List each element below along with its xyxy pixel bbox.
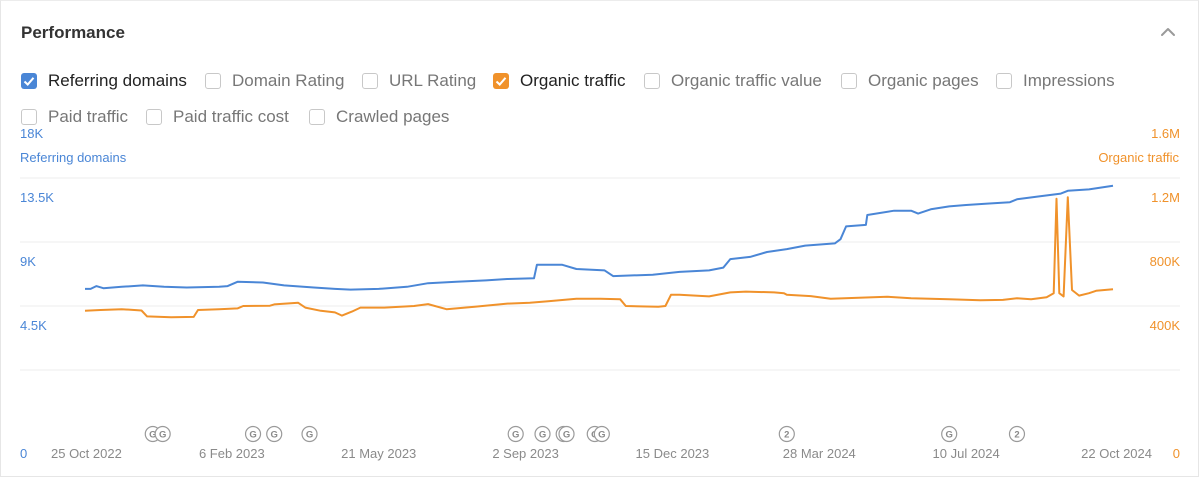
right-tick-label: 0 — [1173, 446, 1180, 461]
right-axis-title: Organic traffic — [1098, 150, 1179, 165]
marker-label: G — [539, 430, 546, 441]
checkbox-organic-pages[interactable]: Organic pages — [841, 71, 979, 91]
google-update-icon[interactable]: G — [154, 425, 171, 443]
google-update-icon[interactable]: G — [301, 425, 318, 443]
right-tick-label: 1.6M — [1151, 126, 1180, 141]
check-icon — [493, 73, 509, 89]
marker-label: G — [563, 430, 570, 441]
x-tick-label: 28 Mar 2024 — [783, 446, 856, 461]
marker-circle — [778, 425, 795, 443]
checkbox-paid-traffic-cost[interactable]: Paid traffic cost — [146, 107, 289, 127]
left-tick-label: 18K — [20, 126, 43, 141]
marker-label: G — [159, 430, 166, 441]
google-update-icon[interactable]: G — [244, 425, 262, 443]
left-tick-label: 9K — [20, 254, 36, 269]
marker-label: G — [271, 430, 278, 441]
checkbox-label: Domain Rating — [232, 71, 345, 90]
marker-circle — [593, 425, 610, 443]
checkbox-label: Paid traffic cost — [173, 107, 289, 126]
marker-label: 2 — [1014, 430, 1019, 441]
checkbox-crawled-pages[interactable]: Crawled pages — [309, 107, 449, 127]
left-tick-label: 4.5K — [20, 318, 47, 333]
marker-circle — [301, 425, 318, 443]
google-update-icon[interactable]: 2 — [1008, 425, 1026, 443]
google-update-icon[interactable]: G — [941, 425, 958, 443]
x-tick-label: 15 Dec 2023 — [636, 446, 710, 461]
checkbox-organic-traffic[interactable]: Organic traffic — [493, 71, 626, 91]
marker-circle — [558, 425, 575, 443]
marker-label: 2 — [784, 430, 789, 441]
marker-circle — [1008, 425, 1026, 443]
checkbox-organic-traffic-value[interactable]: Organic traffic value — [644, 71, 822, 91]
google-update-icon[interactable]: 2 — [778, 425, 795, 443]
marker-label: G — [149, 430, 156, 441]
x-tick-label: 22 Oct 2024 — [1081, 446, 1152, 461]
marker-label: G — [249, 430, 256, 441]
checkbox-label: Paid traffic — [48, 107, 129, 126]
right-tick-label: 800K — [1150, 254, 1181, 269]
check-icon — [21, 73, 37, 89]
x-tick-label: 2 Sep 2023 — [492, 446, 559, 461]
marker-circle — [507, 425, 524, 443]
checkbox-label: Organic traffic value — [671, 71, 822, 90]
right-tick-label: 1.2M — [1151, 190, 1180, 205]
marker-label: G — [598, 430, 605, 441]
marker-circle — [941, 425, 958, 443]
x-tick-label: 6 Feb 2023 — [199, 446, 265, 461]
checkbox-paid-traffic[interactable]: Paid traffic — [21, 107, 128, 127]
marker-label: G — [306, 430, 313, 441]
checkbox-label: Organic pages — [868, 71, 979, 90]
marker-circle — [154, 425, 171, 443]
marker-circle — [266, 425, 283, 443]
checkbox-label: Crawled pages — [336, 107, 450, 126]
checkbox-impressions[interactable]: Impressions — [996, 71, 1115, 91]
checkbox-label: Organic traffic — [520, 71, 626, 90]
right-tick-label: 400K — [1150, 318, 1181, 333]
x-tick-label: 21 May 2023 — [341, 446, 416, 461]
marker-label: G — [946, 430, 953, 441]
chevron-up-icon[interactable] — [1159, 23, 1177, 41]
series-line-referring-domains — [85, 184, 1114, 291]
x-tick-label: 10 Jul 2024 — [933, 446, 1000, 461]
checkbox-domain-rating[interactable]: Domain Rating — [205, 71, 344, 91]
marker-label: G — [512, 430, 519, 441]
left-tick-label: 0 — [20, 446, 27, 461]
checkbox-referring-domains[interactable]: Referring domains — [21, 71, 187, 91]
checkbox-url-rating[interactable]: URL Rating — [362, 71, 476, 91]
checkbox-label: Referring domains — [48, 71, 187, 90]
google-update-icon[interactable]: G — [266, 425, 283, 443]
marker-circle — [244, 425, 262, 443]
x-tick-label: 25 Oct 2022 — [51, 446, 122, 461]
page-title: Performance — [21, 23, 125, 42]
marker-circle — [534, 425, 551, 443]
left-tick-label: 13.5K — [20, 190, 54, 205]
google-update-icon[interactable]: G — [534, 425, 551, 443]
series-line-organic-traffic — [84, 196, 1114, 319]
checkbox-label: Impressions — [1023, 71, 1115, 90]
checkbox-label: URL Rating — [389, 71, 477, 90]
google-update-icon[interactable]: G — [558, 425, 575, 443]
left-axis-title: Referring domains — [20, 150, 127, 165]
google-update-icon[interactable]: G — [593, 425, 610, 443]
google-update-icon[interactable]: G — [507, 425, 524, 443]
